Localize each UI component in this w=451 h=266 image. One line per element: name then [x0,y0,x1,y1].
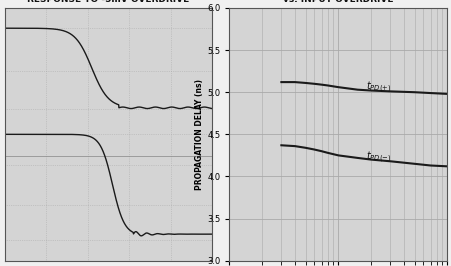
Title: RESPONSE TO -5mV OVERDRIVE: RESPONSE TO -5mV OVERDRIVE [27,0,189,5]
Y-axis label: PROPAGATION DELAY (ns): PROPAGATION DELAY (ns) [195,79,204,190]
Title: PROPAGATION DELAY
vs. INPUT OVERDRIVE: PROPAGATION DELAY vs. INPUT OVERDRIVE [282,0,393,5]
Text: $t_{PD(-)}$: $t_{PD(-)}$ [365,149,391,165]
Text: $t_{PD(+)}$: $t_{PD(+)}$ [365,80,391,95]
